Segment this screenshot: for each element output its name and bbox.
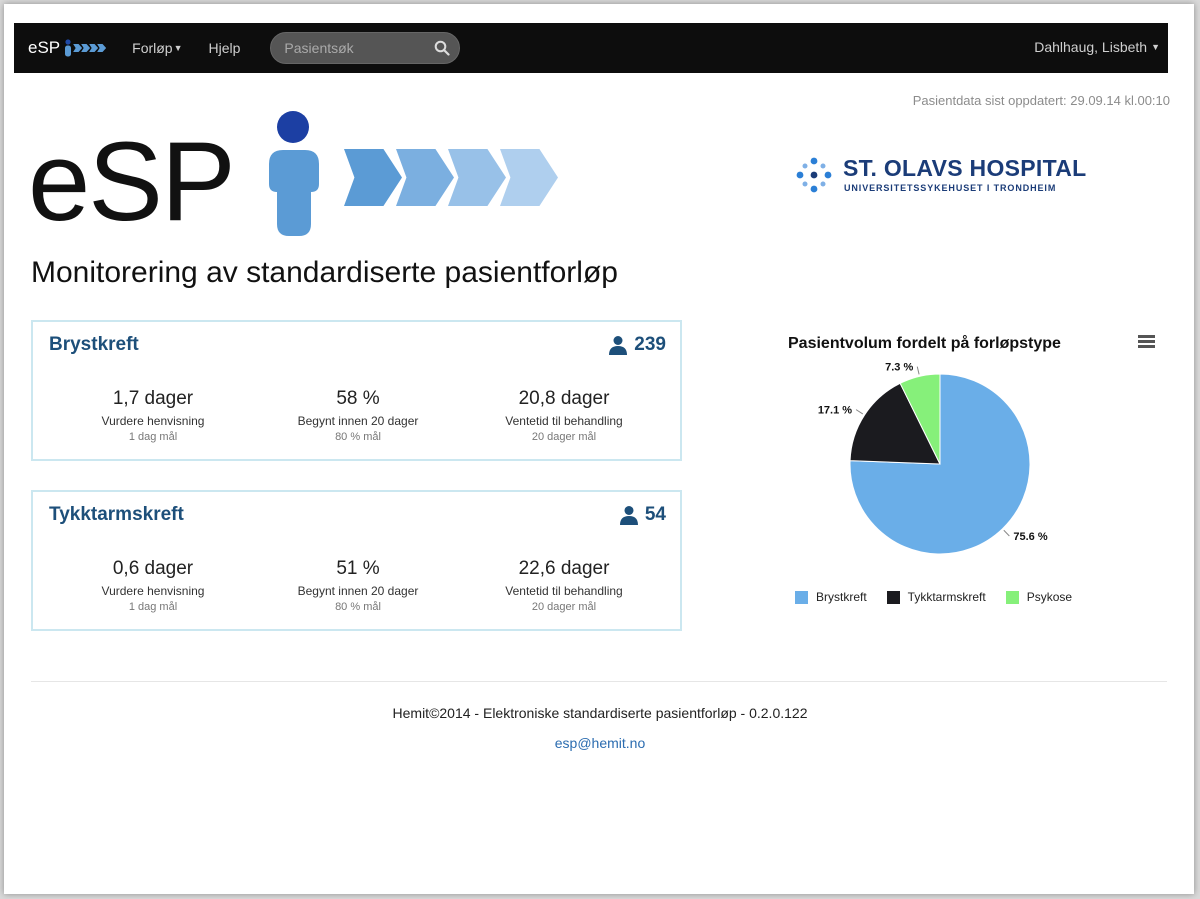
metric-goal: 20 dager mål	[531, 431, 597, 443]
pie-chart: 75.6 % 17.1 % 7.3 %	[818, 362, 1048, 555]
legend-swatch	[1005, 590, 1019, 604]
metric-value: 1,7 dager	[112, 388, 194, 409]
arrows-logo-icon	[73, 44, 107, 52]
legend-label: Psykose	[1026, 590, 1073, 604]
metric-label: Vurdere henvisning	[101, 414, 205, 428]
footer-copyright: Hemit©2014 - Elektroniske standardiserte…	[392, 705, 808, 721]
logo-text: eSP	[28, 119, 236, 244]
metric-assessment: 1,7 dager Vurdere henvisning 1 dag mål	[53, 388, 253, 443]
metric-label: Vurdere henvisning	[101, 584, 205, 598]
person-logo-icon	[65, 39, 72, 57]
metric-assessment: 0,6 dager Vurdere henvisning 1 dag mål	[53, 558, 253, 613]
legend-item-tykktarmskreft[interactable]: Tykktarmskreft	[886, 590, 986, 604]
metric-label: Ventetid til behandling	[505, 414, 623, 428]
hospital-logo: ST. OLAVS HOSPITAL UNIVERSITETSSYKEHUSET…	[796, 155, 1086, 195]
metric-value: 0,6 dager	[112, 558, 194, 579]
chart-menu-icon[interactable]	[1138, 335, 1155, 349]
legend-item-brystkreft[interactable]: Brystkreft	[795, 590, 867, 604]
patient-search	[270, 32, 461, 64]
search-icon[interactable]	[434, 40, 451, 56]
data-label-brystkreft: 75.6 %	[1013, 531, 1047, 543]
user-icon	[619, 506, 638, 525]
metric-value: 22,6 dager	[518, 558, 610, 579]
pie-slice-psykose[interactable]	[899, 373, 941, 465]
metric-label: Begynt innen 20 dager	[297, 414, 419, 428]
chart-title: Pasientvolum fordelt på forløpstype	[788, 335, 1061, 352]
page-title: Monitorering av standardiserte pasientfo…	[31, 256, 618, 289]
footer-contact: esp@hemit.no	[0, 735, 1200, 751]
legend-swatch	[795, 590, 808, 604]
chart-legend: Brystkreft Tykktarmskreft Psykose	[795, 590, 1092, 604]
pie-slice-tykktarmskreft[interactable]	[849, 382, 941, 465]
caret-down-icon: ▼	[1151, 42, 1160, 52]
metric-label: Ventetid til behandling	[505, 584, 623, 598]
nav-forlop-label: Forløp	[132, 40, 173, 56]
metric-started-within: 51 % Begynt innen 20 dager 80 % mål	[258, 558, 458, 613]
metric-wait-time: 22,6 dager Ventetid til behandling 20 da…	[464, 558, 664, 613]
pathway-card-tykktarmskreft[interactable]: Tykktarmskreft 54 0,6 dager Vurdere henv…	[31, 490, 682, 631]
data-label-psykose: 7.3 %	[885, 362, 913, 374]
pathway-card-brystkreft[interactable]: Brystkreft 239 1,7 dager Vurdere henvisn…	[31, 320, 682, 461]
card-title[interactable]: Tykktarmskreft	[49, 504, 184, 525]
metric-value: 58 %	[336, 388, 380, 409]
esp-logo: eSP	[28, 108, 568, 243]
legend-swatch	[886, 590, 900, 604]
metric-goal: 1 dag mål	[128, 431, 178, 443]
hospital-name: ST. OLAVS HOSPITAL	[843, 155, 1087, 181]
hospital-subtitle: UNIVERSITETSSYKEHUSET I TRONDHEIM	[844, 183, 1057, 193]
caret-down-icon: ▼	[173, 43, 183, 53]
metric-value: 51 %	[336, 558, 380, 579]
data-label-connector	[916, 366, 920, 375]
brand-text: eSP	[28, 38, 61, 57]
metric-wait-time: 20,8 dager Ventetid til behandling 20 da…	[464, 388, 664, 443]
legend-item-psykose[interactable]: Psykose	[1005, 590, 1073, 604]
metric-value: 20,8 dager	[518, 388, 610, 409]
legend-label: Tykktarmskreft	[907, 590, 986, 604]
person-logo-icon	[269, 111, 319, 236]
nav-hjelp-link[interactable]: Hjelp	[209, 40, 241, 56]
data-label-connector	[855, 409, 864, 415]
patient-count-value: 239	[634, 334, 666, 355]
hospital-cross-icon	[796, 157, 832, 193]
metric-started-within: 58 % Begynt innen 20 dager 80 % mål	[258, 388, 458, 443]
data-label-tykktarmskreft: 17.1 %	[818, 405, 852, 417]
patient-count: 54	[619, 504, 666, 526]
user-menu[interactable]: Dahlhaug, Lisbeth ▼	[1034, 39, 1160, 55]
email-link[interactable]: esp@hemit.no	[554, 735, 646, 751]
metric-goal: 80 % mål	[335, 431, 381, 443]
brand-link[interactable]: eSP	[28, 38, 107, 58]
card-title[interactable]: Brystkreft	[49, 334, 139, 355]
patient-count-value: 54	[644, 504, 666, 525]
user-icon	[609, 336, 628, 355]
footer-divider	[31, 681, 1167, 682]
top-navbar: eSP Forløp▼ Hjelp Dahlhaug, Lisbeth▼	[14, 23, 1168, 73]
patient-count: 239	[608, 334, 666, 356]
patient-search-input[interactable]	[271, 33, 460, 63]
user-name: Dahlhaug, Lisbeth	[1034, 39, 1148, 55]
last-updated-text: Pasientdata sist oppdatert: 29.09.14 kl.…	[912, 93, 1170, 108]
metric-label: Begynt innen 20 dager	[297, 584, 419, 598]
nav-hjelp-label: Hjelp	[208, 40, 241, 56]
legend-label: Brystkreft	[816, 590, 867, 604]
metric-goal: 1 dag mål	[128, 601, 178, 613]
nav-forlop-dropdown[interactable]: Forløp▼	[132, 40, 182, 56]
data-label-connector	[1003, 529, 1010, 537]
metric-goal: 80 % mål	[335, 601, 381, 613]
metric-goal: 20 dager mål	[531, 601, 597, 613]
